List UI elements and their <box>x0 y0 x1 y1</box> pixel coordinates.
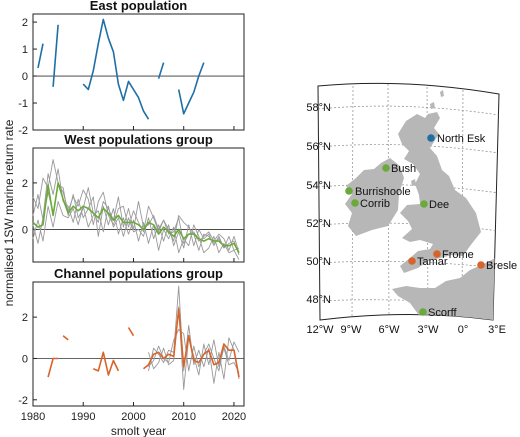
panel-title: West populations group <box>64 132 213 147</box>
site-label: Scorff <box>428 307 457 319</box>
y-tick-label: 2 <box>22 312 28 324</box>
site-tamar: Tamar <box>408 256 448 268</box>
site-marker <box>477 261 485 269</box>
longitude-label: 6°W <box>379 324 401 336</box>
y-tick-label: 0 <box>22 71 28 83</box>
latitude-label: 52°N <box>306 218 331 230</box>
main-series-line <box>127 327 135 337</box>
y-tick-label: 1 <box>22 44 28 56</box>
longitude-label: 3°E <box>488 324 506 336</box>
panel-title: Channel populations group <box>54 266 223 281</box>
site-marker <box>345 187 353 195</box>
map-land <box>345 90 499 320</box>
x-tick-label: 2010 <box>171 411 195 423</box>
site-label: Burrishoole <box>355 186 411 198</box>
site-marker <box>419 308 427 316</box>
site-label: North Esk <box>437 133 486 145</box>
site-bresle: Bresle <box>477 260 517 272</box>
site-north-esk: North Esk <box>427 133 486 145</box>
site-label: Bresle <box>486 260 517 272</box>
x-axis-label: smolt year <box>111 424 166 437</box>
panel-frame <box>32 147 245 263</box>
site-marker <box>433 250 441 258</box>
panel-1: East population -2 -1 0 1 2 <box>18 0 245 137</box>
grey-series-line <box>32 201 240 251</box>
longitude-label: 0° <box>458 324 469 336</box>
site-corrib: Corrib <box>351 198 390 210</box>
latitude-label: 58°N <box>306 102 331 114</box>
y-tick-label: -1 <box>18 98 28 110</box>
main-series-line <box>82 18 150 120</box>
y-tick-label: -2 <box>18 395 28 407</box>
map-labels: 58°N 56°N 54°N 52°N 50°N 48°N 12°W 9°W 6°W 3°W 0° 3… <box>306 102 506 336</box>
grey-series-line <box>148 306 240 390</box>
x-tick-label: 1990 <box>71 411 95 423</box>
france-shape <box>392 256 499 320</box>
longitude-label: 9°W <box>341 324 363 336</box>
longitude-label: 3°W <box>418 324 440 336</box>
site-marker <box>420 200 428 208</box>
site-scorff: Scorff <box>419 307 457 319</box>
x-tick-label: 1980 <box>21 411 45 423</box>
y-tick-label: 2 <box>22 178 28 190</box>
x-tick-label: 2000 <box>121 411 145 423</box>
panel-2: West populations group 0 2 <box>22 132 245 263</box>
y-tick-label: -2 <box>18 125 28 137</box>
latitude-label: 54°N <box>306 180 331 192</box>
x-tick-label: 2020 <box>222 411 246 423</box>
y-tick-label: 0 <box>22 224 28 236</box>
site-burrishoole: Burrishoole <box>345 186 411 198</box>
site-label: Frome <box>442 249 474 261</box>
main-series-line <box>47 357 59 378</box>
main-series-line <box>177 62 205 115</box>
site-dee: Dee <box>420 199 449 211</box>
site-marker <box>408 257 416 265</box>
y-tick-label: 0 <box>22 353 28 365</box>
site-marker <box>351 199 359 207</box>
main-series-line <box>52 24 59 87</box>
panel-title: East population <box>90 0 188 13</box>
map-panel: 58°N 56°N 54°N 52°N 50°N 48°N 12°W 9°W 6°W 3°W 0° 3… <box>306 82 517 336</box>
great-britain-shape <box>398 112 481 273</box>
longitude-label: 12°W <box>306 324 334 336</box>
latitude-label: 50°N <box>306 256 331 268</box>
main-series-line <box>157 62 165 79</box>
site-label: Tamar <box>417 256 448 268</box>
main-series-line <box>142 308 240 378</box>
latitude-label: 56°N <box>306 141 331 153</box>
isle-of-man-shape <box>411 179 416 186</box>
site-label: Corrib <box>360 198 390 210</box>
main-series-line <box>62 335 69 341</box>
site-label: Dee <box>429 199 449 211</box>
shetland-orkney-shape <box>430 90 444 109</box>
main-series-line <box>32 182 240 254</box>
panel-3: Channel populations group -2 0 2 1980 1990 200… <box>18 266 246 437</box>
site-frome: Frome <box>433 249 474 261</box>
main-series-line <box>92 351 120 376</box>
main-series-line <box>37 43 44 69</box>
panel-frame <box>32 281 245 407</box>
site-label: Bush <box>391 163 416 175</box>
panel-frame <box>32 13 245 131</box>
site-bush: Bush <box>382 163 416 175</box>
grey-series-line <box>148 285 240 384</box>
latitude-label: 48°N <box>306 294 331 306</box>
site-marker <box>427 134 435 142</box>
site-marker <box>382 164 390 172</box>
y-tick-label: 2 <box>22 17 28 29</box>
ireland-shape <box>345 158 404 236</box>
shared-y-axis-label: normalised 1SW marine return rate <box>2 119 16 306</box>
